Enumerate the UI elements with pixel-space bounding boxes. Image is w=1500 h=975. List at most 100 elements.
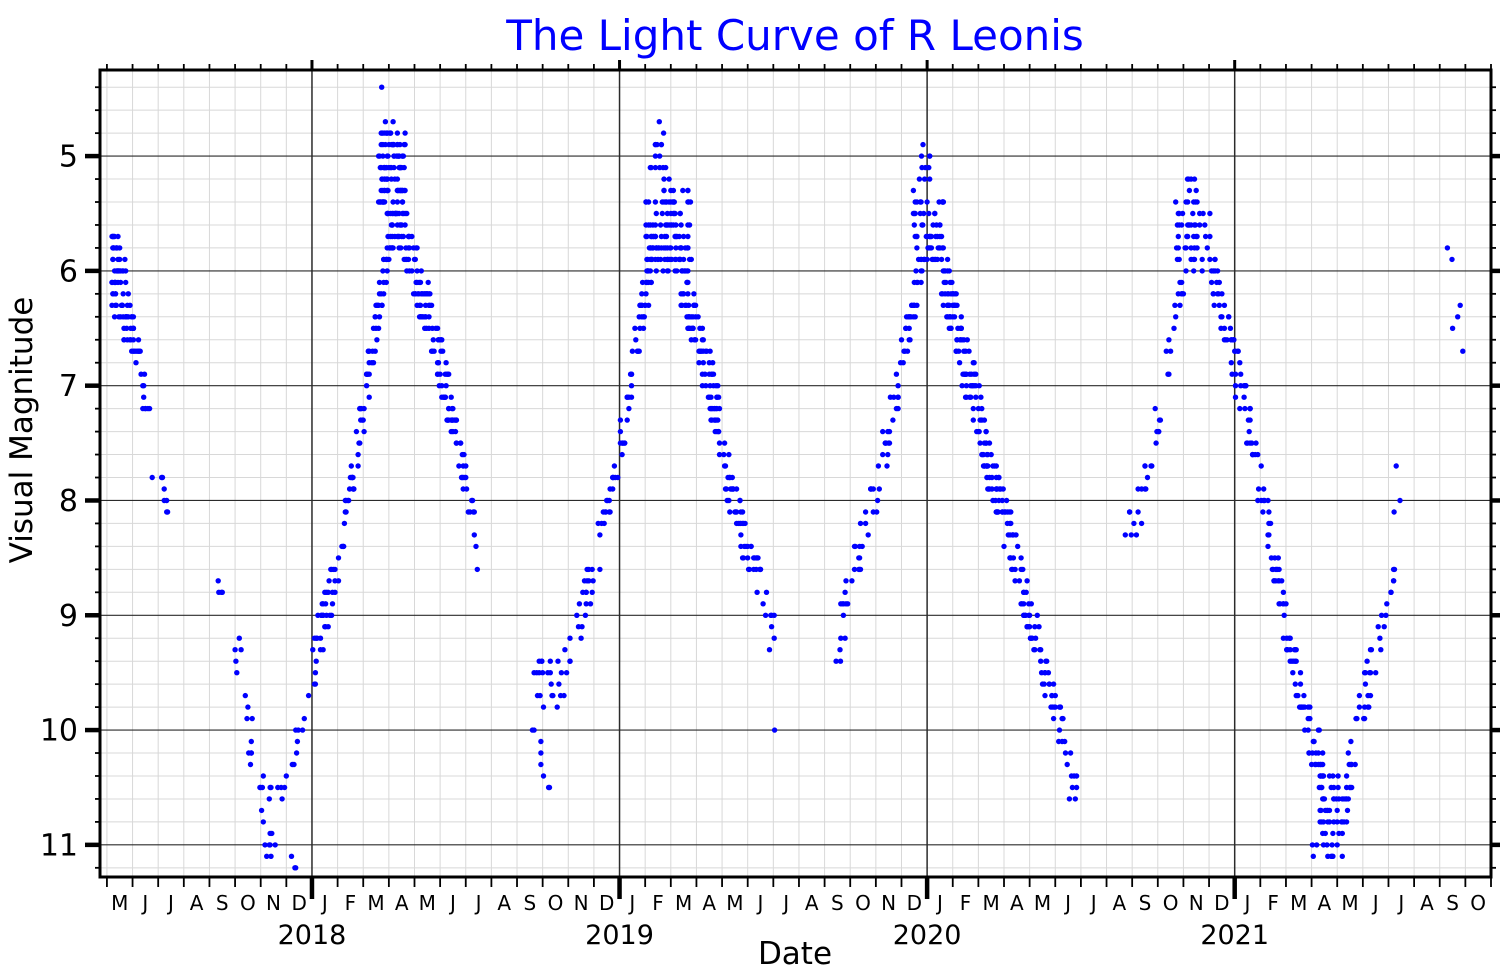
data-point	[246, 750, 252, 756]
data-point	[737, 497, 743, 504]
data-point	[721, 440, 728, 446]
data-point	[658, 141, 665, 148]
data-point	[760, 601, 766, 607]
data-point	[703, 383, 709, 389]
data-point	[917, 210, 923, 217]
data-point	[661, 199, 667, 205]
data-point	[884, 463, 890, 469]
data-point	[379, 84, 385, 90]
data-point	[457, 440, 464, 446]
month-tick-label: J	[1371, 891, 1379, 915]
data-point	[398, 222, 404, 228]
data-point	[314, 635, 320, 641]
data-point	[916, 176, 923, 182]
data-point	[684, 279, 690, 286]
data-point	[983, 428, 989, 435]
data-point	[1237, 360, 1243, 366]
data-point	[707, 383, 713, 389]
data-point	[842, 635, 848, 641]
data-point	[909, 302, 915, 308]
data-point	[958, 325, 964, 331]
data-point	[986, 440, 993, 446]
data-point	[1179, 210, 1186, 217]
data-point	[312, 670, 319, 676]
data-point	[944, 256, 951, 263]
data-point	[1260, 509, 1266, 515]
data-point	[462, 474, 468, 481]
data-point	[1313, 761, 1319, 768]
data-point	[1143, 486, 1149, 492]
data-point	[1049, 692, 1055, 699]
data-point	[686, 314, 692, 320]
data-point	[328, 612, 335, 618]
data-point	[315, 612, 321, 618]
data-point	[135, 337, 142, 343]
data-point	[390, 141, 396, 148]
data-point	[429, 348, 436, 354]
month-tick-label: N	[574, 891, 589, 915]
data-point	[838, 635, 844, 641]
data-point	[129, 348, 135, 354]
data-point	[754, 555, 760, 561]
data-point	[678, 302, 684, 308]
y-tick-label: 10	[40, 714, 78, 749]
data-point	[990, 497, 996, 504]
data-point	[927, 233, 933, 240]
data-point	[922, 164, 929, 171]
data-point	[1157, 417, 1164, 423]
data-point	[637, 325, 643, 331]
plot-border	[98, 68, 1493, 879]
y-tick-label: 9	[59, 599, 78, 634]
year-tick-label: 2019	[585, 920, 654, 951]
data-point	[370, 360, 377, 366]
data-point	[278, 784, 284, 791]
data-point	[1319, 819, 1325, 825]
data-point	[1204, 245, 1211, 251]
data-point	[1142, 463, 1148, 469]
data-point	[378, 187, 384, 194]
data-point	[557, 692, 564, 699]
data-point	[663, 222, 670, 228]
data-point	[415, 291, 421, 297]
data-point	[1207, 233, 1213, 240]
data-point	[363, 383, 370, 389]
data-point	[357, 440, 363, 446]
data-point	[672, 233, 678, 240]
data-point	[1135, 509, 1141, 515]
data-point	[1325, 819, 1331, 825]
month-tick-label: S	[831, 891, 844, 915]
data-point	[1001, 543, 1007, 550]
data-point	[548, 681, 554, 687]
month-tick-label: J	[166, 891, 174, 915]
data-point	[639, 291, 645, 297]
data-point	[1280, 589, 1287, 595]
month-tick-label: F	[345, 891, 357, 915]
month-tick-label: J	[1396, 891, 1404, 915]
data-point	[970, 417, 976, 423]
data-point	[895, 383, 901, 389]
data-point	[768, 624, 775, 630]
data-point	[1193, 187, 1199, 194]
data-point	[1449, 256, 1455, 263]
data-point	[840, 601, 847, 607]
data-point	[463, 486, 470, 492]
data-point	[652, 233, 659, 240]
month-tick-label: D	[907, 891, 922, 915]
data-point	[653, 245, 659, 251]
month-tick-label: N	[1189, 891, 1204, 915]
data-point	[1377, 635, 1383, 641]
data-point	[234, 670, 240, 676]
data-point	[567, 635, 573, 641]
data-point	[216, 589, 222, 595]
data-point	[685, 233, 691, 240]
data-point	[1021, 601, 1027, 607]
data-point	[1241, 394, 1247, 400]
data-point	[956, 360, 963, 366]
y-tick-label: 8	[59, 484, 78, 519]
data-point	[555, 658, 561, 664]
data-point	[947, 314, 953, 320]
data-point	[582, 612, 589, 618]
data-point	[272, 842, 278, 848]
data-point	[1221, 302, 1228, 308]
data-point	[1375, 624, 1381, 630]
